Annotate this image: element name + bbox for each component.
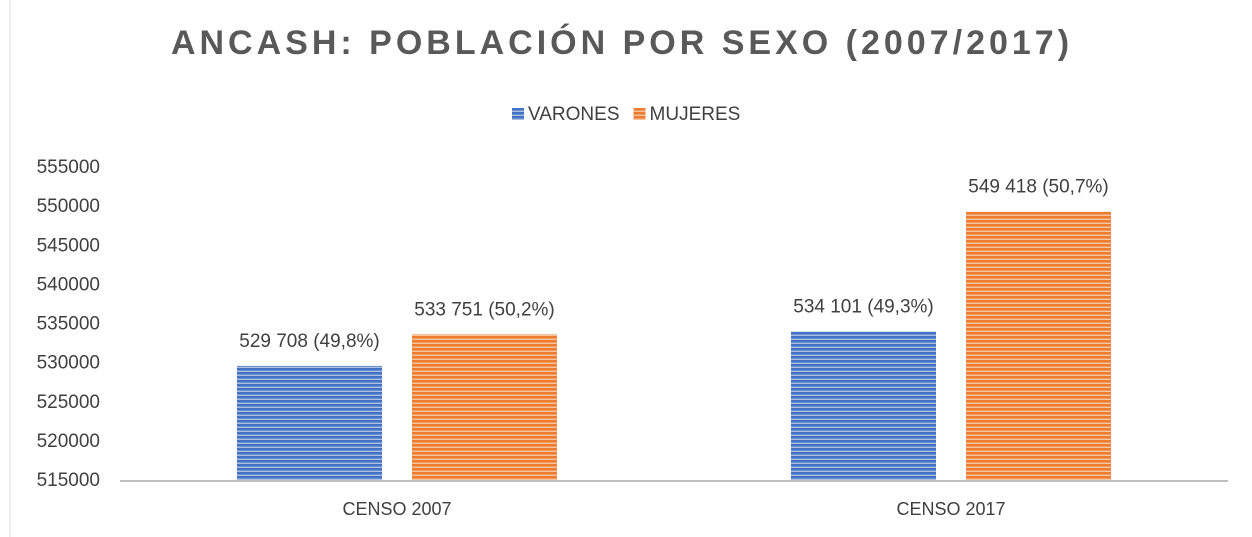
y-tick-label: 535000 [37,314,100,335]
bar [966,211,1111,482]
bar [412,334,557,481]
value-label: 534 101 (49,3%) [793,297,934,318]
bar [791,331,936,481]
x-tick-label: CENSO 2017 [896,499,1005,519]
y-tick-label: 515000 [37,470,100,491]
y-tick-label: 555000 [37,157,100,178]
y-tick-label: 545000 [37,235,100,256]
y-tick-label: 520000 [37,431,100,452]
value-label: 533 751 (50,2%) [414,299,555,320]
y-tick-label: 530000 [37,353,100,374]
y-tick-label: 540000 [37,274,100,295]
legend-swatch [512,108,524,120]
bar [237,365,382,481]
legend-swatch [633,108,646,120]
value-label: 549 418 (50,7%) [968,177,1109,198]
value-label: 529 708 (49,8%) [239,331,380,352]
chart-border [9,0,11,537]
y-tick-label: 550000 [37,196,100,217]
x-tick-label: CENSO 2007 [342,499,451,519]
legend-label: VARONES [528,104,620,125]
y-tick-label: 525000 [37,392,100,413]
legend-label: MUJERES [650,104,741,125]
chart-title: ANCASH: POBLACIÓN POR SEXO (2007/2017) [171,24,1073,62]
